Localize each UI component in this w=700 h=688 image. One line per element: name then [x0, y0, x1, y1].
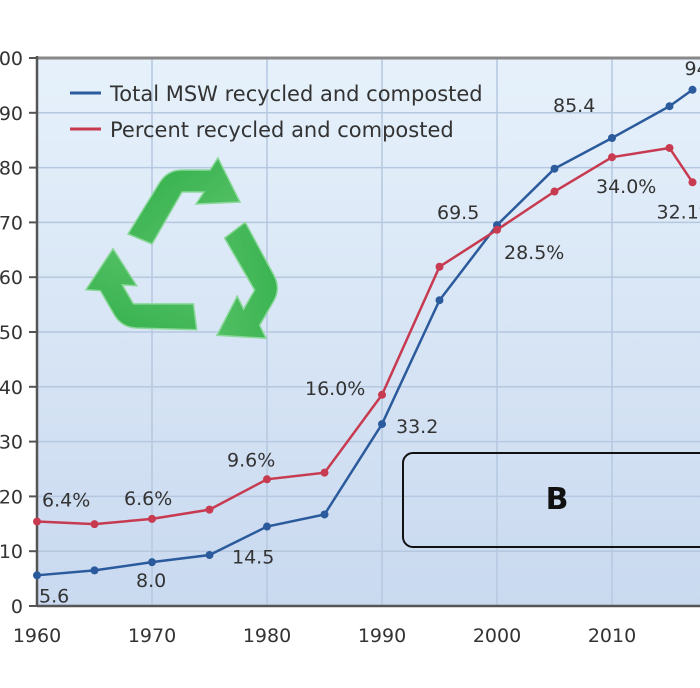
data-point-percent: [90, 520, 99, 529]
data-point-percent: [33, 517, 41, 526]
y-tick-label: 80: [0, 158, 23, 180]
data-point-percent: [493, 225, 501, 234]
data-point-percent: [205, 505, 214, 514]
data-label: 28.5%: [504, 242, 564, 264]
data-point-total: [378, 420, 386, 429]
annotation-box-label: B: [546, 482, 569, 517]
data-point-total: [320, 510, 329, 519]
annotation-box: B: [402, 452, 700, 548]
legend-label-total: Total MSW recycled and composted: [109, 82, 483, 106]
data-label: 33.2: [396, 416, 438, 438]
data-point-total: [665, 102, 674, 111]
y-tick-label: 60: [0, 267, 23, 289]
data-label: 69.5: [437, 202, 479, 224]
recycle-arrow: [215, 221, 279, 340]
recycle-arrow: [84, 247, 198, 331]
y-tick-label: 20: [0, 486, 23, 508]
data-point-percent: [263, 475, 271, 484]
x-tick-label: 1990: [358, 625, 406, 647]
x-tick-label: 2000: [473, 625, 521, 647]
y-tick-label: 90: [0, 103, 23, 125]
legend-label-percent: Percent recycled and composted: [110, 118, 454, 142]
data-label: 85.4: [553, 95, 595, 117]
data-label: 16.0%: [305, 378, 365, 400]
data-point-total: [90, 566, 99, 575]
data-point-percent: [608, 153, 616, 162]
y-tick-label: 40: [0, 377, 23, 399]
recycle-arrow-shape: [126, 156, 242, 245]
data-label: 5.6: [39, 585, 69, 607]
x-tick-label: 1960: [13, 625, 61, 647]
annotation-box-frame: [402, 452, 700, 548]
recycle-arrow: [126, 156, 242, 245]
data-point-total: [33, 571, 41, 580]
recycle-icon: [84, 156, 279, 340]
data-point-total: [205, 551, 214, 560]
data-label: 14.5: [232, 547, 274, 569]
data-label: 94.2: [685, 58, 700, 80]
x-tick-label: 2010: [588, 625, 636, 647]
data-point-total: [148, 558, 156, 567]
data-label: 6.4%: [42, 490, 90, 512]
data-label: 34.0%: [596, 176, 656, 198]
data-label: 6.6%: [124, 488, 172, 510]
data-point-total: [435, 296, 444, 305]
data-point-total: [263, 522, 271, 531]
y-tick-label: 70: [0, 212, 23, 234]
recycle-arrow-shape: [215, 221, 279, 340]
x-tick-label: 1980: [243, 625, 291, 647]
data-point-total: [550, 164, 559, 173]
data-point-percent: [435, 262, 444, 271]
data-point-percent: [550, 187, 559, 196]
data-point-percent: [148, 514, 156, 523]
legend: Total MSW recycled and composted Percent…: [70, 82, 483, 142]
data-point-percent: [378, 390, 386, 399]
data-point-percent: [688, 178, 697, 187]
data-label: 8.0: [136, 570, 166, 592]
data-label: 32.1%: [657, 201, 700, 223]
data-point-percent: [320, 468, 329, 477]
y-tick-label: 0: [11, 596, 23, 618]
data-label: 9.6%: [227, 449, 275, 471]
data-point-percent: [665, 143, 674, 152]
y-tick-label: 10: [0, 541, 23, 563]
x-tick-label: 1970: [128, 625, 176, 647]
y-tick-label: 100: [0, 48, 23, 70]
y-tick-label: 30: [0, 432, 23, 454]
data-point-total: [608, 134, 616, 143]
recycle-arrow-shape: [84, 247, 198, 331]
y-tick-label: 50: [0, 322, 23, 344]
data-point-total: [688, 85, 697, 94]
